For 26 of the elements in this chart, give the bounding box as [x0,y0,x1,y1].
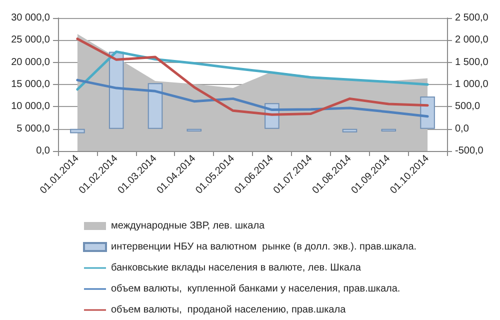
y2-tick-label: 2 000,0 [455,34,489,46]
line-series [76,50,429,91]
y-tick-label: 30 000,0 [11,12,50,24]
bar [420,96,435,129]
y-tick-label: 5 000,0 [16,123,50,134]
y-tick-label: 20 000,0 [11,56,50,68]
bar [148,83,163,129]
line-series [76,38,429,116]
y-tick-label: 25 000,0 [11,34,50,46]
y2-tick-label: -500,0 [455,146,484,156]
y2-tick-label: 500,0 [455,101,480,112]
y2-tick-label: 0,0 [455,123,470,134]
line-series [76,78,429,118]
y-tick-label: 10 000,0 [11,101,50,112]
bar [70,128,85,134]
y2-tick-label: 2 500,0 [455,12,489,24]
y2-tick-label: 1 000,0 [455,79,489,90]
y2-tick-label: 1 500,0 [455,56,489,68]
legend-label: интервенции НБУ на валютном рынке (в долл. экв.). прав.шкала. [111,242,417,252]
legend-label: международные ЗВР, лев. шкала [111,220,266,232]
y-tick-label: 15 000,0 [11,79,50,90]
bar [342,128,358,132]
legend-label: банковськие вклады населения в валюте, лев. Шкала [111,262,362,274]
y-tick-label: 0,0 [36,146,50,156]
legend-label: объем валюты, проданой населению, прав.шкала [111,304,346,316]
legend-label: объем валюты, купленной банками у населения, прав.шкала. [111,284,400,294]
